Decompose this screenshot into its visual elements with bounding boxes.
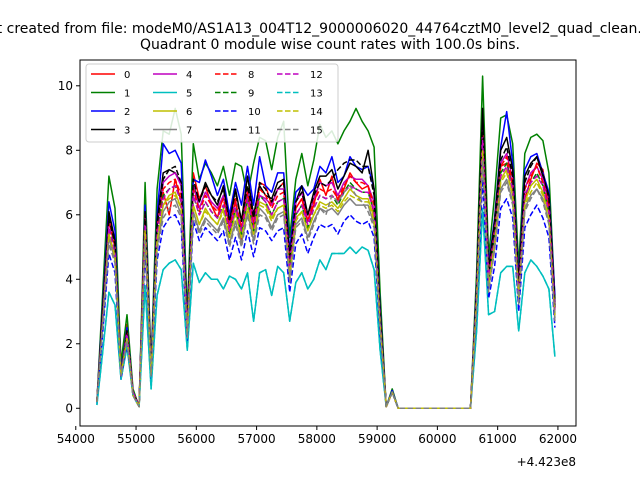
y-tick-label: 4 bbox=[65, 272, 73, 286]
legend-label-10: 10 bbox=[248, 107, 261, 118]
legend-label-6: 6 bbox=[186, 107, 192, 118]
legend-label-7: 7 bbox=[186, 126, 192, 137]
legend-label-9: 9 bbox=[248, 89, 254, 100]
x-tick-label: 55000 bbox=[117, 432, 155, 446]
legend-label-13: 13 bbox=[310, 89, 323, 100]
x-tick-label: 60000 bbox=[418, 432, 456, 446]
series-line-13 bbox=[96, 207, 556, 410]
legend-label-12: 12 bbox=[310, 70, 323, 81]
legend-label-2: 2 bbox=[124, 107, 130, 118]
chart-title: Quadrant 0 module wise count rates with … bbox=[140, 37, 520, 53]
y-tick-label: 2 bbox=[65, 337, 73, 351]
axes-frame bbox=[79, 59, 577, 427]
legend-label-11: 11 bbox=[248, 126, 261, 137]
legend-label-4: 4 bbox=[186, 70, 192, 81]
x-tick-label: 54000 bbox=[57, 432, 95, 446]
y-axis: 0 2 4 6 8 10 bbox=[58, 79, 80, 415]
x-tick-label: 59000 bbox=[358, 432, 396, 446]
legend-label-8: 8 bbox=[248, 70, 254, 81]
x-axis: 54000 55000 56000 57000 58000 59000 60000 61000… bbox=[57, 426, 577, 446]
x-offset-label: +4.423e8 bbox=[517, 455, 576, 469]
x-tick-label: 62000 bbox=[539, 432, 577, 446]
x-tick-label: 56000 bbox=[177, 432, 215, 446]
series-line-3 bbox=[96, 107, 556, 410]
legend-frame bbox=[85, 63, 339, 143]
legend-label-1: 1 bbox=[124, 89, 130, 100]
figure-suptitle: Plot created from file: modeM0/AS1A13_00… bbox=[0, 21, 640, 37]
series-line-15 bbox=[96, 159, 556, 410]
legend-label-5: 5 bbox=[186, 89, 192, 100]
series-line-11 bbox=[96, 120, 556, 410]
y-tick-label: 10 bbox=[58, 79, 73, 93]
y-tick-label: 6 bbox=[65, 208, 73, 222]
x-tick-label: 58000 bbox=[298, 432, 336, 446]
x-tick-label: 57000 bbox=[237, 432, 275, 446]
legend-label-0: 0 bbox=[124, 70, 130, 81]
x-tick-label: 61000 bbox=[479, 432, 517, 446]
legend-label-3: 3 bbox=[124, 126, 130, 137]
y-tick-label: 0 bbox=[65, 401, 73, 415]
legend-label-15: 15 bbox=[310, 126, 323, 137]
legend-label-14: 14 bbox=[310, 107, 323, 118]
y-tick-label: 8 bbox=[65, 143, 73, 157]
series-line-12 bbox=[96, 139, 556, 410]
